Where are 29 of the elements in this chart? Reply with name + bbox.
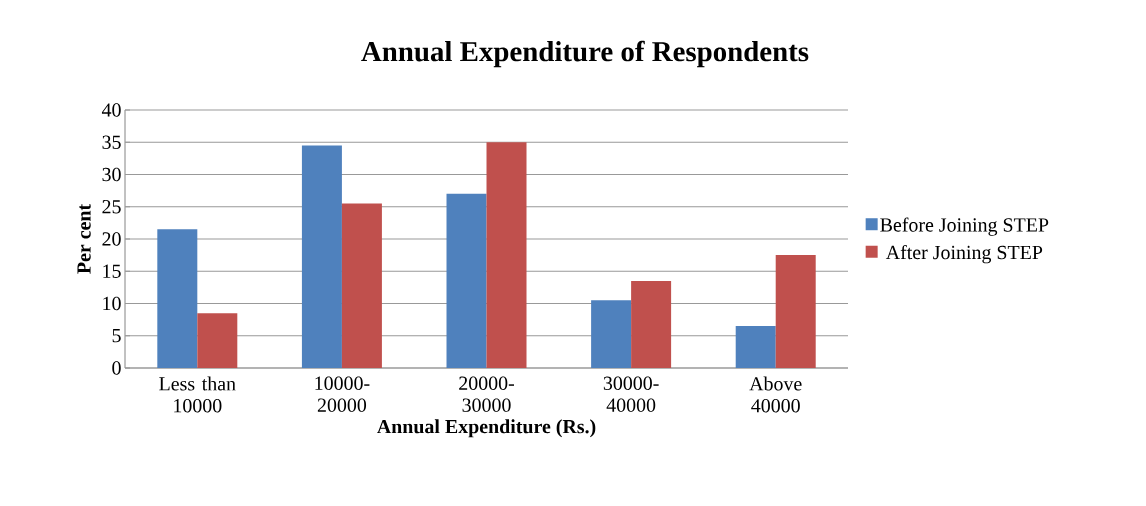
x-tick-label: 10000-20000 (315, 376, 370, 412)
y-tick-label: 0 (112, 361, 121, 375)
bar (446, 193, 487, 368)
y-axis-title: Per cent (77, 203, 91, 274)
x-axis-title: Annual Expenditure (Rs.) (376, 419, 596, 438)
y-tick-label: 5 (112, 329, 121, 343)
bar (486, 142, 527, 368)
x-tick-label: 20000-30000 (459, 376, 515, 412)
bar (301, 145, 342, 368)
y-tick-label: 25 (102, 200, 121, 214)
y-tick-label: 15 (103, 264, 121, 278)
bar (591, 300, 632, 368)
bar (735, 326, 776, 368)
x-tick-label: Less than 10000 (159, 376, 236, 413)
y-tick-label: 20 (102, 232, 121, 246)
chart-title: Annual Expenditure of Respondents (361, 40, 809, 68)
legend-label: After Joining STEP (885, 244, 1043, 264)
bar (197, 313, 238, 368)
bar (631, 280, 672, 368)
x-tick-label: Above 40000 (749, 376, 802, 413)
y-tick-label: 30 (102, 167, 121, 182)
bar (157, 229, 198, 368)
y-tick-label: 35 (102, 135, 121, 149)
y-tick-label: 40 (101, 103, 121, 117)
y-tick-label: 10 (103, 296, 121, 311)
legend-label: Before Joining STEP (880, 217, 1049, 236)
bar (775, 255, 816, 368)
x-tick-label: 30000-40000 (603, 376, 659, 412)
bar (341, 203, 382, 368)
